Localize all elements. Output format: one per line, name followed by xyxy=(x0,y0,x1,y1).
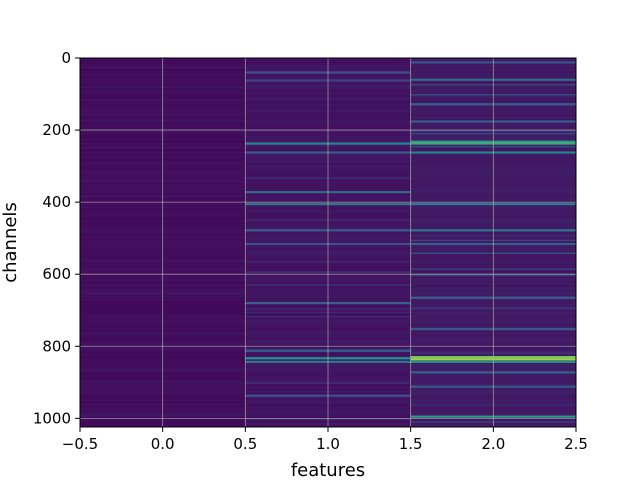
y-tick-label: 1000 xyxy=(33,409,71,427)
x-tick-label: 1.0 xyxy=(316,435,340,453)
x-tick-label: 0.5 xyxy=(233,435,257,453)
x-tick-label: 2.5 xyxy=(564,435,588,453)
x-tick-label: 2.0 xyxy=(481,435,505,453)
x-axis-ticks: −0.5 0.0 0.5 1.0 1.5 2.0 2.5 xyxy=(62,427,588,453)
y-tick-label: 800 xyxy=(42,337,71,355)
grid-lines xyxy=(79,57,577,427)
y-tick-label: 0 xyxy=(61,49,71,67)
y-axis-ticks: 0 200 400 600 800 1000 xyxy=(33,49,80,427)
x-tick-label: −0.5 xyxy=(62,435,98,453)
y-tick-label: 400 xyxy=(42,193,71,211)
y-axis-label: channels xyxy=(0,202,21,283)
y-tick-label: 200 xyxy=(42,121,71,139)
y-tick-label: 600 xyxy=(42,265,71,283)
x-tick-label: 1.5 xyxy=(399,435,423,453)
x-tick-label: 0.0 xyxy=(151,435,175,453)
x-axis-label: features xyxy=(291,460,365,480)
